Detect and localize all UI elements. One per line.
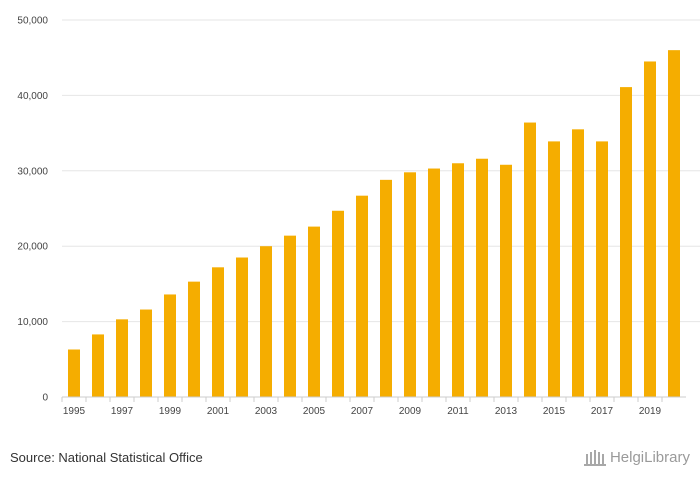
bar-2013 bbox=[500, 164, 512, 397]
bar-2020 bbox=[668, 50, 680, 397]
bar-2012 bbox=[476, 158, 488, 397]
bar-1996 bbox=[92, 334, 104, 397]
bar-2019 bbox=[644, 61, 656, 397]
source-note: Source: National Statistical Office bbox=[10, 450, 203, 465]
bar-2017 bbox=[596, 141, 608, 397]
bar-2016 bbox=[572, 129, 584, 397]
y-tick-label: 0 bbox=[42, 393, 48, 404]
bar-2008 bbox=[380, 179, 392, 397]
y-tick-label: 40,000 bbox=[17, 91, 48, 102]
bar-2014 bbox=[524, 122, 536, 397]
bar-1999 bbox=[164, 294, 176, 397]
x-axis-ticks: 1995 1997 1999 2001 2003 2005 2007 2009 2011 2013… bbox=[61, 397, 663, 417]
x-tick-label: 1997 bbox=[111, 406, 134, 417]
x-tick-label: 2003 bbox=[255, 406, 278, 417]
logo-text: HelgiLibrary bbox=[609, 448, 690, 466]
bar-2007 bbox=[356, 195, 368, 397]
bar-2010 bbox=[428, 168, 440, 397]
bar-2006 bbox=[332, 210, 344, 397]
bar-2000 bbox=[188, 281, 200, 397]
y-tick-label: 50,000 bbox=[17, 16, 48, 27]
x-tick-label: 2005 bbox=[303, 406, 326, 417]
bar-2001 bbox=[212, 267, 224, 397]
x-tick-label: 2009 bbox=[399, 406, 422, 417]
x-tick-label: 2001 bbox=[207, 406, 230, 417]
x-tick-label: 2017 bbox=[591, 406, 614, 417]
x-tick-label: 2015 bbox=[543, 406, 566, 417]
helgi-library-logo: HelgiLibrary bbox=[583, 448, 690, 466]
bar-2004 bbox=[284, 235, 296, 397]
x-tick-label: 2007 bbox=[351, 406, 374, 417]
y-tick-label: 20,000 bbox=[17, 242, 48, 253]
x-tick-label: 1999 bbox=[159, 406, 182, 417]
bar-2005 bbox=[308, 226, 320, 397]
bar-1995 bbox=[68, 349, 80, 397]
bar-2011 bbox=[452, 163, 464, 397]
bar-1997 bbox=[116, 319, 128, 397]
y-tick-label: 30,000 bbox=[17, 166, 48, 177]
grid-lines bbox=[62, 19, 700, 323]
bar-2002 bbox=[236, 257, 248, 397]
y-axis-ticks: 0 10,000 20,000 30,000 40,000 50,000 bbox=[17, 16, 48, 404]
bar-1998 bbox=[140, 309, 152, 397]
library-building-icon bbox=[583, 450, 606, 466]
x-tick-label: 1995 bbox=[63, 406, 86, 417]
bar-2015 bbox=[548, 141, 560, 397]
x-tick-label: 2019 bbox=[639, 406, 662, 417]
bar-2018 bbox=[620, 87, 632, 397]
bar-2003 bbox=[260, 246, 272, 397]
x-tick-label: 2013 bbox=[495, 406, 518, 417]
y-tick-label: 10,000 bbox=[17, 317, 48, 328]
bar-2009 bbox=[404, 172, 416, 397]
bars bbox=[68, 50, 680, 397]
x-tick-label: 2011 bbox=[447, 406, 469, 417]
